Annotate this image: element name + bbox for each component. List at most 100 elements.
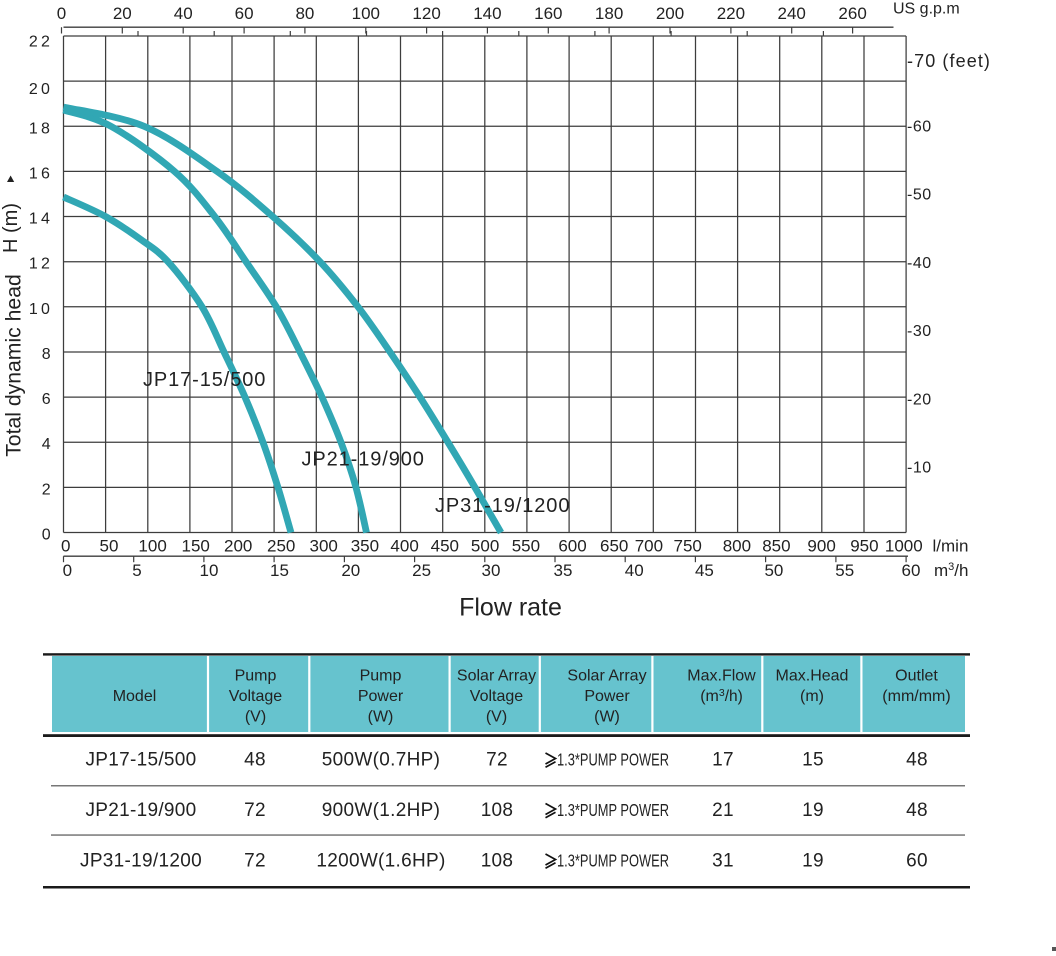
svg-text:60: 60 xyxy=(902,561,921,580)
svg-text:400: 400 xyxy=(390,536,418,555)
svg-text:220: 220 xyxy=(717,4,745,23)
svg-text:700: 700 xyxy=(635,536,663,555)
svg-text:JP17-15/500: JP17-15/500 xyxy=(85,750,196,771)
svg-text:16: 16 xyxy=(29,165,53,182)
svg-text:800: 800 xyxy=(723,536,751,555)
svg-text:14: 14 xyxy=(29,211,53,228)
svg-text:60: 60 xyxy=(906,851,928,872)
svg-text:45: 45 xyxy=(695,561,714,580)
svg-text:40: 40 xyxy=(625,561,644,580)
svg-text:30: 30 xyxy=(482,561,501,580)
svg-text:12: 12 xyxy=(29,256,53,273)
svg-text:Model: Model xyxy=(113,688,157,705)
svg-text:500W(0.7HP): 500W(0.7HP) xyxy=(322,750,440,771)
svg-text:48: 48 xyxy=(244,750,266,771)
svg-text:2: 2 xyxy=(42,481,54,498)
svg-text:10: 10 xyxy=(200,561,219,580)
svg-text:31: 31 xyxy=(712,851,734,872)
svg-text:15: 15 xyxy=(802,750,824,771)
svg-text:80: 80 xyxy=(295,4,314,23)
svg-text:-50: -50 xyxy=(907,187,932,204)
svg-text:JP31-19/1200: JP31-19/1200 xyxy=(80,851,202,872)
svg-text:55: 55 xyxy=(835,561,854,580)
svg-text:900: 900 xyxy=(807,536,835,555)
svg-text:0: 0 xyxy=(61,536,70,555)
svg-text:1.3*PUMP POWER: 1.3*PUMP POWER xyxy=(557,800,669,820)
svg-text:40: 40 xyxy=(174,4,193,23)
svg-text:(m): (m) xyxy=(800,688,824,705)
svg-text:4: 4 xyxy=(42,436,54,453)
svg-text:160: 160 xyxy=(534,4,562,23)
svg-text:22: 22 xyxy=(29,34,53,51)
svg-text:550: 550 xyxy=(512,536,540,555)
svg-text:JP21-19/900: JP21-19/900 xyxy=(302,449,425,471)
svg-text:180: 180 xyxy=(595,4,623,23)
svg-text:-60: -60 xyxy=(907,119,932,136)
svg-text:500: 500 xyxy=(471,536,499,555)
svg-text:8: 8 xyxy=(42,346,54,363)
svg-text:(mm/mm): (mm/mm) xyxy=(882,688,950,705)
svg-text:200: 200 xyxy=(224,536,252,555)
svg-text:-30: -30 xyxy=(907,323,932,340)
svg-text:250: 250 xyxy=(267,536,295,555)
svg-text:200: 200 xyxy=(656,4,684,23)
svg-text:JP17-15/500: JP17-15/500 xyxy=(143,369,266,391)
svg-text:(V): (V) xyxy=(486,709,507,726)
svg-text:Voltage: Voltage xyxy=(229,688,282,705)
svg-text:1000: 1000 xyxy=(885,536,923,555)
svg-text:(W): (W) xyxy=(368,709,394,726)
svg-text:Power: Power xyxy=(584,688,630,705)
svg-text:JP21-19/900: JP21-19/900 xyxy=(85,800,196,821)
svg-text:-40: -40 xyxy=(907,255,932,272)
svg-text:0: 0 xyxy=(63,561,72,580)
svg-text:650: 650 xyxy=(600,536,628,555)
svg-text:(V): (V) xyxy=(245,709,266,726)
svg-text:Pump: Pump xyxy=(235,668,277,685)
svg-text:Flow rate: Flow rate xyxy=(459,594,562,622)
svg-text:72: 72 xyxy=(244,800,266,821)
svg-text:(m3/h): (m3/h) xyxy=(700,687,743,705)
svg-text:H (m): H (m) xyxy=(0,203,22,253)
svg-text:850: 850 xyxy=(762,536,790,555)
svg-text:300: 300 xyxy=(310,536,338,555)
svg-text:100: 100 xyxy=(352,4,380,23)
svg-text:50: 50 xyxy=(764,561,783,580)
svg-text:0: 0 xyxy=(57,4,66,23)
svg-text:15: 15 xyxy=(270,561,289,580)
svg-text:(W): (W) xyxy=(594,709,620,726)
svg-text:20: 20 xyxy=(113,4,132,23)
svg-text:Power: Power xyxy=(358,688,404,705)
svg-text:10: 10 xyxy=(29,301,53,318)
svg-text:17: 17 xyxy=(712,750,734,771)
svg-text:600: 600 xyxy=(558,536,586,555)
svg-text:900W(1.2HP): 900W(1.2HP) xyxy=(322,800,440,821)
svg-text:m3/h: m3/h xyxy=(934,561,968,580)
svg-text:72: 72 xyxy=(486,750,508,771)
svg-text:19: 19 xyxy=(802,851,824,872)
svg-text:20: 20 xyxy=(29,81,53,98)
svg-text:1.3*PUMP POWER: 1.3*PUMP POWER xyxy=(557,750,669,770)
svg-text:l/min: l/min xyxy=(933,536,969,555)
svg-text:Outlet: Outlet xyxy=(895,668,938,685)
svg-text:21: 21 xyxy=(712,800,734,821)
svg-text:5: 5 xyxy=(132,561,141,580)
svg-text:-20: -20 xyxy=(907,391,932,408)
svg-text:Voltage: Voltage xyxy=(470,688,523,705)
svg-text:120: 120 xyxy=(412,4,440,23)
svg-text:20: 20 xyxy=(341,561,360,580)
svg-text:-10: -10 xyxy=(907,460,932,477)
svg-text:18: 18 xyxy=(29,120,53,137)
svg-text:450: 450 xyxy=(431,536,459,555)
svg-text:140: 140 xyxy=(473,4,501,23)
svg-text:750: 750 xyxy=(674,536,702,555)
svg-text:60: 60 xyxy=(235,4,254,23)
svg-text:240: 240 xyxy=(778,4,806,23)
svg-text:6: 6 xyxy=(42,391,54,408)
svg-text:108: 108 xyxy=(481,851,514,872)
svg-text:Total dynamic head: Total dynamic head xyxy=(3,274,26,457)
svg-text:Max.Flow: Max.Flow xyxy=(687,668,756,685)
svg-text:48: 48 xyxy=(906,750,928,771)
svg-text:Pump: Pump xyxy=(360,668,402,685)
svg-text:Max.Head: Max.Head xyxy=(776,668,849,685)
svg-text:350: 350 xyxy=(351,536,379,555)
